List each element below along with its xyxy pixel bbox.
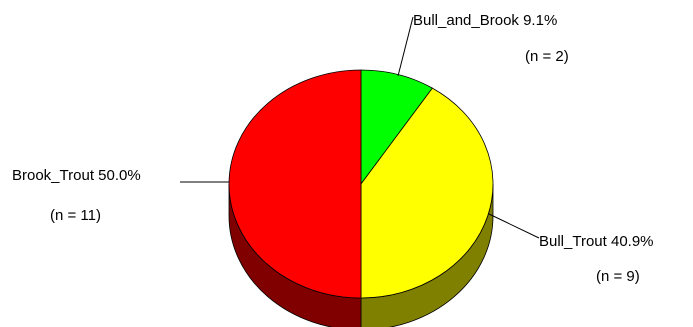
slice-label-brook-trout: Brook_Trout 50.0% xyxy=(12,167,141,184)
slice-percent: 9.1% xyxy=(523,12,558,29)
leader-bull-and-brook xyxy=(397,16,414,77)
slice-brook-trout xyxy=(228,69,362,299)
slice-percent: 40.9% xyxy=(610,233,654,250)
slice-count-brook-trout: (n = 11) xyxy=(50,207,101,224)
slice-name: Bull_and_Brook xyxy=(413,12,519,29)
slice-count-bull-trout: (n = 9) xyxy=(596,268,640,285)
slice-label-bull-trout: Bull_Trout 40.9% xyxy=(539,233,654,250)
leader-lines xyxy=(180,16,540,239)
slice-percent: 50.0% xyxy=(98,167,141,184)
slice-name: Brook_Trout xyxy=(12,167,94,184)
slice-label-bull-and-brook: Bull_and_Brook 9.1% xyxy=(413,12,557,29)
pie-slices xyxy=(228,69,494,299)
leader-bull-trout xyxy=(488,213,540,239)
slice-bull-trout xyxy=(360,87,494,299)
slice-count-bull-and-brook: (n = 2) xyxy=(525,48,569,65)
slice-name: Bull_Trout xyxy=(539,233,607,250)
